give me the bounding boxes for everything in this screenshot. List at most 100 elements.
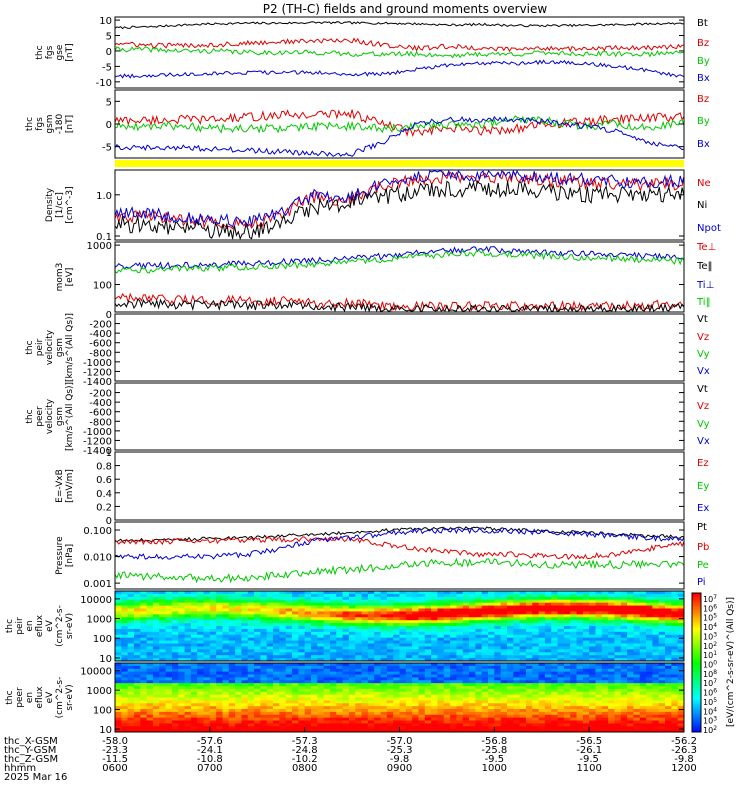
heatmap-cell	[178, 634, 185, 639]
heatmap-cell	[304, 688, 312, 693]
heatmap-cell	[266, 671, 274, 675]
heatmap-cell	[336, 626, 343, 630]
heatmap-cell	[159, 680, 166, 684]
heatmap-cell	[469, 686, 476, 690]
colorbar-label: 105	[703, 613, 717, 623]
heatmap-cell	[437, 646, 445, 650]
heatmap-cell	[513, 593, 521, 598]
heatmap-cell	[418, 602, 426, 606]
heatmap-cell	[222, 617, 230, 621]
heatmap-cell	[418, 646, 426, 650]
heatmap-cell	[115, 711, 122, 716]
heatmap-cell	[620, 677, 628, 681]
heatmap-cell	[405, 671, 413, 675]
heatmap-cell	[570, 652, 577, 656]
heatmap-cell	[627, 599, 634, 604]
heatmap-cell	[115, 643, 122, 647]
heatmap-cell	[285, 655, 293, 659]
heatmap-cell	[127, 631, 135, 636]
heatmap-cell	[563, 714, 571, 719]
heatmap-cell	[608, 637, 615, 641]
legend-entry: Bz	[697, 94, 709, 105]
heatmap-cell	[658, 599, 666, 604]
y-axis-label: peer	[35, 406, 45, 427]
heatmap-cell	[285, 602, 293, 606]
heatmap-cell	[380, 680, 388, 684]
heatmap-cell	[437, 700, 445, 704]
heatmap-cell	[380, 711, 388, 716]
heatmap-cell	[481, 706, 489, 710]
heatmap-cell	[355, 608, 362, 612]
heatmap-cell	[298, 646, 306, 650]
heatmap-cell	[121, 711, 129, 716]
heatmap-cell	[165, 611, 173, 615]
heatmap-cell	[595, 628, 603, 633]
heatmap-cell	[241, 596, 249, 601]
heatmap-cell	[620, 649, 628, 653]
heatmap-cell	[563, 703, 571, 707]
heatmap-cell	[481, 709, 489, 713]
heatmap-cell	[348, 706, 356, 710]
heatmap-cell	[228, 611, 236, 615]
heatmap-cell	[159, 720, 166, 724]
heatmap-cell	[443, 729, 451, 733]
heatmap-cell	[146, 671, 154, 675]
heatmap-cell	[298, 658, 306, 662]
heatmap-cell	[285, 611, 293, 615]
heatmap-cell	[620, 614, 628, 618]
heatmap-cell	[646, 602, 653, 606]
heatmap-cell	[620, 652, 628, 656]
heatmap-cell	[178, 717, 185, 721]
heatmap-cell	[488, 628, 495, 633]
heatmap-cell	[298, 655, 306, 659]
heatmap-cell	[260, 617, 268, 621]
heatmap-cell	[228, 637, 236, 641]
heatmap-cell	[601, 703, 609, 707]
heatmap-cell	[601, 723, 609, 727]
heatmap-cell	[469, 709, 476, 713]
series-Bz	[114, 109, 685, 138]
heatmap-cell	[197, 640, 204, 644]
heatmap-cell	[260, 596, 268, 601]
legend-entry: Bt	[697, 18, 708, 29]
heatmap-cell	[171, 602, 179, 606]
heatmap-cell	[557, 726, 565, 730]
heatmap-cell	[216, 591, 223, 595]
heatmap-cell	[355, 593, 362, 598]
heatmap-cell	[361, 703, 369, 707]
heatmap-cell	[450, 649, 457, 653]
heatmap-cell	[437, 688, 445, 693]
heatmap-cell	[601, 637, 609, 641]
x-gsm-value: -57.0	[387, 736, 413, 747]
heatmap-cell	[222, 686, 230, 690]
heatmap-cell	[582, 599, 590, 604]
heatmap-cell	[165, 694, 173, 698]
heatmap-cell	[570, 697, 577, 701]
heatmap-cell	[424, 620, 432, 624]
heatmap-cell	[646, 591, 653, 595]
heatmap-cell	[570, 649, 577, 653]
heatmap-cell	[639, 665, 647, 670]
heatmap-cell	[146, 700, 154, 704]
heatmap-cell	[203, 663, 211, 667]
heatmap-cell	[171, 677, 179, 681]
heatmap-cell	[127, 655, 135, 659]
x-axis-row-label: thc_Z-GSM	[4, 754, 58, 765]
heatmap-cell	[279, 671, 287, 675]
heatmap-cell	[393, 694, 400, 698]
heatmap-cell	[595, 720, 603, 724]
heatmap-cell	[367, 596, 375, 601]
heatmap-cell	[140, 726, 148, 730]
heatmap-cell	[544, 643, 552, 647]
heatmap-cell	[310, 646, 318, 650]
heatmap-cell	[551, 631, 558, 636]
heatmap-cell	[595, 599, 603, 604]
heatmap-cell	[228, 688, 236, 693]
heatmap-cell	[450, 628, 457, 633]
heatmap-cell	[121, 729, 129, 733]
heatmap-cell	[386, 711, 394, 716]
heatmap-cell	[557, 652, 565, 656]
heatmap-cell	[576, 614, 584, 618]
heatmap-cell	[342, 631, 350, 636]
